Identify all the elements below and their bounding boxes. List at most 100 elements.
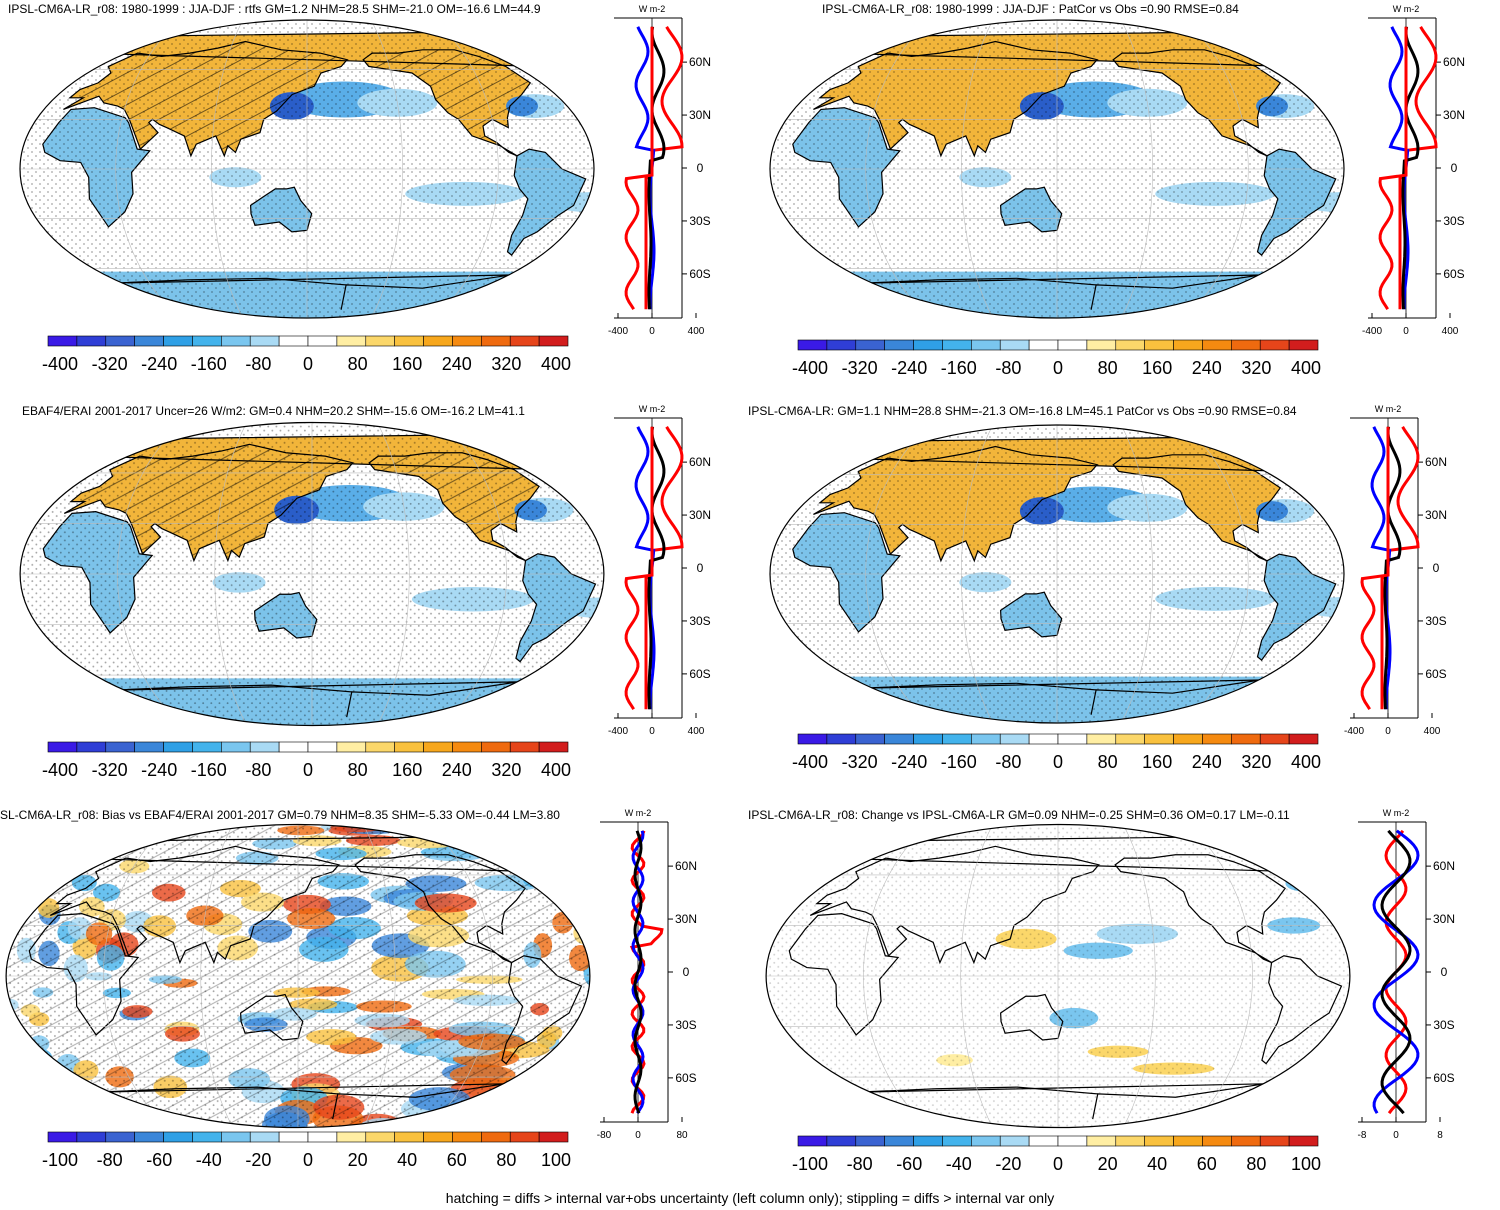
colorbar-swatch (423, 741, 453, 753)
colorbar-label: -240 (891, 752, 927, 772)
colorbar-swatch (452, 741, 482, 753)
colorbar-label: 400 (1291, 752, 1321, 772)
colorbar-swatch (394, 1131, 424, 1143)
colorbar-label: -40 (946, 1154, 972, 1174)
colorbar-swatch (1115, 339, 1145, 351)
graticule-meridian (960, 20, 994, 318)
lat-tick-label: 60S (1433, 1071, 1454, 1085)
coastline-africa (792, 512, 901, 633)
x-tick-label: 0 (1385, 726, 1391, 737)
colorbar-label: -160 (941, 358, 977, 378)
lat-tick-label: 30S (1425, 614, 1446, 628)
panel-title: IPSL-CM6A-LR: GM=1.1 NHM=28.8 SHM=-21.3 … (748, 404, 1297, 418)
colorbar-label: 80 (348, 354, 368, 374)
lat-tick-label: 30S (675, 1018, 696, 1032)
bias-anomaly (552, 1062, 574, 1083)
colorbar-swatch (76, 335, 107, 347)
colorbar-swatch (999, 1135, 1030, 1147)
colorbar-label: -240 (141, 354, 177, 374)
colorbar-swatch (1144, 339, 1174, 351)
colorbar-swatch (249, 1131, 280, 1143)
coastline-australia (254, 591, 318, 639)
colorbar-swatch (221, 741, 251, 753)
series-all (633, 830, 643, 1114)
colorbar-label: 100 (1291, 1154, 1321, 1174)
colorbar-label: 80 (348, 760, 368, 780)
colorbar-label: -20 (245, 1150, 271, 1170)
colorbar-swatch (423, 335, 453, 347)
colorbar-swatch (1231, 339, 1261, 351)
coastline-antarctica (110, 274, 511, 310)
colorbar-swatch (884, 339, 914, 351)
colorbar-swatch (1057, 339, 1088, 351)
colorbar-swatch (1288, 1135, 1319, 1147)
colorbar-label: 320 (491, 760, 521, 780)
graticule-meridian (428, 824, 493, 1128)
world-map (765, 823, 1351, 1129)
bias-anomaly (0, 818, 8, 822)
lat-tick-label: 60N (689, 55, 711, 69)
lat-tick-label: 60N (1433, 859, 1455, 873)
colorbar-swatch (913, 1135, 943, 1147)
colorbar-swatch (1057, 1135, 1088, 1147)
colorbar-swatch (365, 741, 395, 753)
coastline-namerica (362, 49, 532, 157)
colorbar: -100 -80 -60 -40 -20 0 20 40 60 80 100 (792, 1135, 1321, 1174)
colorbar-swatch (538, 335, 569, 347)
graticule-meridian (117, 422, 182, 726)
lat-tick-label: 60N (1443, 55, 1465, 69)
colorbar-swatch (76, 741, 107, 753)
colorbar-label: 400 (541, 760, 571, 780)
graticule-meridian (865, 20, 929, 318)
colorbar-label: 240 (442, 354, 472, 374)
colorbar-swatch (481, 741, 511, 753)
bias-anomaly (557, 857, 579, 872)
graticule-meridian (370, 20, 404, 318)
coastline-africa (28, 913, 140, 1036)
lat-tick-label: 30N (689, 108, 711, 122)
colorbar: -400 -320 -240 -160 -80 0 80 160 240 320 400 (792, 339, 1321, 378)
colorbar: -100 -80 -60 -40 -20 0 20 40 60 80 100 (42, 1131, 571, 1170)
coastline-antarctica (860, 274, 1261, 310)
colorbar-swatch (1259, 733, 1290, 745)
colorbar-swatch (481, 335, 511, 347)
world-map (769, 19, 1345, 319)
lat-tick-label: 30N (1433, 912, 1455, 926)
colorbar-label: 40 (1147, 1154, 1167, 1174)
x-tick-label: -400 (608, 326, 628, 337)
bias-anomaly (459, 1101, 527, 1128)
lat-tick-label: 60S (689, 267, 710, 281)
colorbar-swatch (538, 741, 569, 753)
coastline-namerica (354, 854, 526, 964)
colorbar-swatch (105, 1131, 135, 1143)
hatching (63, 41, 348, 156)
colorbar-swatch (134, 1131, 164, 1143)
coastline-africa (788, 913, 900, 1036)
colorbar-swatch (942, 733, 972, 745)
colorbar-swatch (365, 335, 395, 347)
x-tick-label: -8 (1358, 1130, 1367, 1141)
lat-tick-label: 30S (1443, 214, 1464, 228)
graticule-meridian (210, 20, 244, 318)
colorbar-swatch (394, 741, 424, 753)
colorbar-swatch (942, 1135, 972, 1147)
bias-anomaly (530, 847, 550, 861)
colorbar-label: 80 (1098, 358, 1118, 378)
x-tick-label: -400 (1344, 726, 1364, 737)
colorbar-swatch (452, 1131, 482, 1143)
x-tick-label: 0 (635, 1130, 641, 1141)
coastline-namerica (1112, 454, 1282, 562)
world-map (0, 818, 591, 1129)
coastline-australia (240, 993, 304, 1041)
colorbar-label: -320 (92, 354, 128, 374)
coastline-africa (42, 107, 151, 228)
series-land-sh (1360, 426, 1390, 711)
graticule-meridian (442, 422, 507, 726)
colorbar-swatch (538, 1131, 569, 1143)
colorbar-swatch (1144, 1135, 1174, 1147)
world-map (19, 19, 595, 319)
colorbar-label: -400 (792, 358, 828, 378)
hatching (363, 49, 531, 156)
series-all (1380, 829, 1412, 1115)
colorbar-swatch (249, 741, 280, 753)
